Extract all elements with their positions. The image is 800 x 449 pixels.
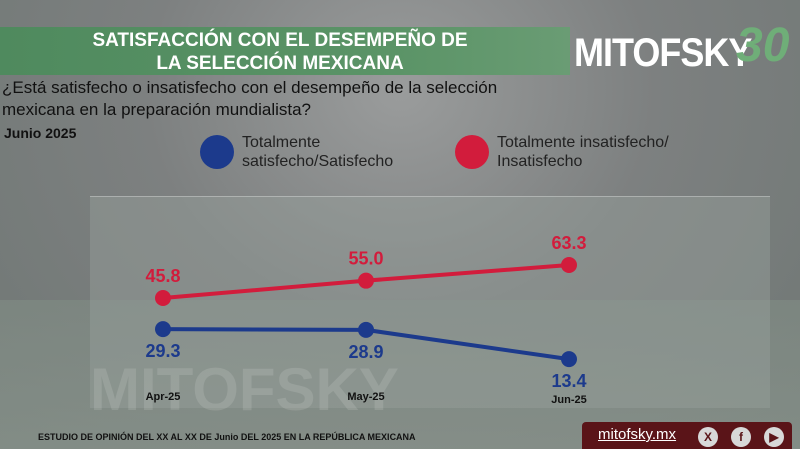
x-icon[interactable]: X [698,427,718,447]
data-point [358,321,374,338]
logo-30-badge: 30 [736,19,790,72]
watermark: MITOFSKY [90,356,399,423]
survey-date: Junio 2025 [4,125,77,141]
legend-swatch-blue [200,135,234,169]
data-label: 13.4 [551,371,586,391]
data-point [155,321,171,338]
legend-item-unsatisfied: Totalmente insatisfecho/ Insatisfecho [455,133,697,171]
facebook-icon[interactable]: f [731,427,751,447]
data-point [155,290,171,307]
title-line-2: LA SELECCIÓN MEXICANA [156,53,404,74]
website-link[interactable]: mitofsky.mx [598,426,677,443]
data-label: 28.9 [348,342,383,362]
footer-links [582,422,792,449]
data-label: 63.3 [551,233,586,253]
legend-label: Totalmente insatisfecho/ Insatisfecho [497,134,669,170]
data-point [561,257,577,274]
chart-title: SATISFACCIÓN CON EL DESEMPEÑO DE LA SELE… [40,29,520,75]
legend-swatch-red [455,135,489,169]
legend-label: Totalmente satisfecho/Satisfecho [242,134,394,170]
data-point [358,272,374,289]
legend-item-satisfied: Totalmente satisfecho/Satisfecho [200,133,422,171]
x-tick-label: Apr-25 [146,391,181,403]
chart-panel [90,196,770,408]
footer-note: ESTUDIO DE OPINIÓN DEL XX AL XX DE Junio… [38,432,416,442]
data-point [561,351,577,368]
mitofsky-logo: MITOFSKY [574,29,752,75]
x-tick-label: May-25 [347,391,384,403]
survey-question: ¿Está satisfecho o insatisfecho con el d… [2,78,498,119]
title-line-1: SATISFACCIÓN CON EL DESEMPEÑO DE [92,30,468,51]
data-label: 29.3 [145,341,180,361]
youtube-icon[interactable]: ▶ [764,427,784,447]
data-label: 45.8 [145,266,180,286]
data-label: 55.0 [348,249,383,269]
title-bar [0,27,570,75]
x-tick-label: Jun-25 [551,394,586,406]
